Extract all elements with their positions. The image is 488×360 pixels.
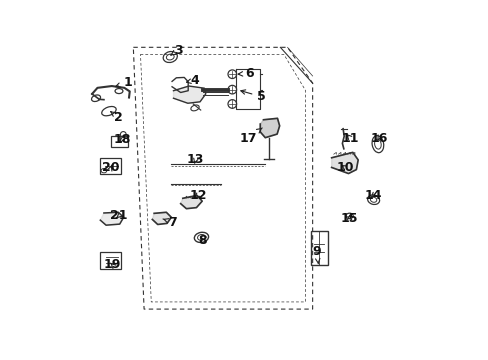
Polygon shape [260, 118, 279, 138]
Text: 1: 1 [115, 76, 132, 89]
Text: 7: 7 [163, 216, 177, 229]
Bar [310, 231, 327, 265]
Text: 20: 20 [102, 161, 119, 174]
Polygon shape [152, 212, 171, 225]
Text: 16: 16 [369, 131, 387, 145]
Text: 2: 2 [111, 111, 122, 124]
Text: 6: 6 [238, 67, 253, 80]
Text: 5: 5 [241, 90, 265, 103]
Polygon shape [180, 195, 202, 209]
Polygon shape [331, 152, 357, 174]
Text: 8: 8 [198, 234, 207, 247]
Text: 10: 10 [336, 161, 354, 174]
Polygon shape [100, 212, 123, 225]
Text: 19: 19 [103, 258, 121, 271]
Text: 17: 17 [239, 128, 262, 145]
Text: 4: 4 [186, 74, 199, 87]
Text: 9: 9 [312, 245, 321, 264]
Text: 3: 3 [171, 44, 182, 57]
Text: 18: 18 [113, 132, 130, 145]
Text: 12: 12 [189, 189, 206, 202]
Text: 21: 21 [110, 210, 127, 222]
Bar [100, 158, 121, 174]
Bar [100, 252, 121, 269]
Bar [111, 135, 128, 147]
Polygon shape [173, 86, 205, 103]
Text: 11: 11 [341, 131, 358, 145]
Text: 13: 13 [186, 153, 204, 166]
Text: 14: 14 [364, 189, 382, 202]
Text: 15: 15 [340, 212, 358, 225]
